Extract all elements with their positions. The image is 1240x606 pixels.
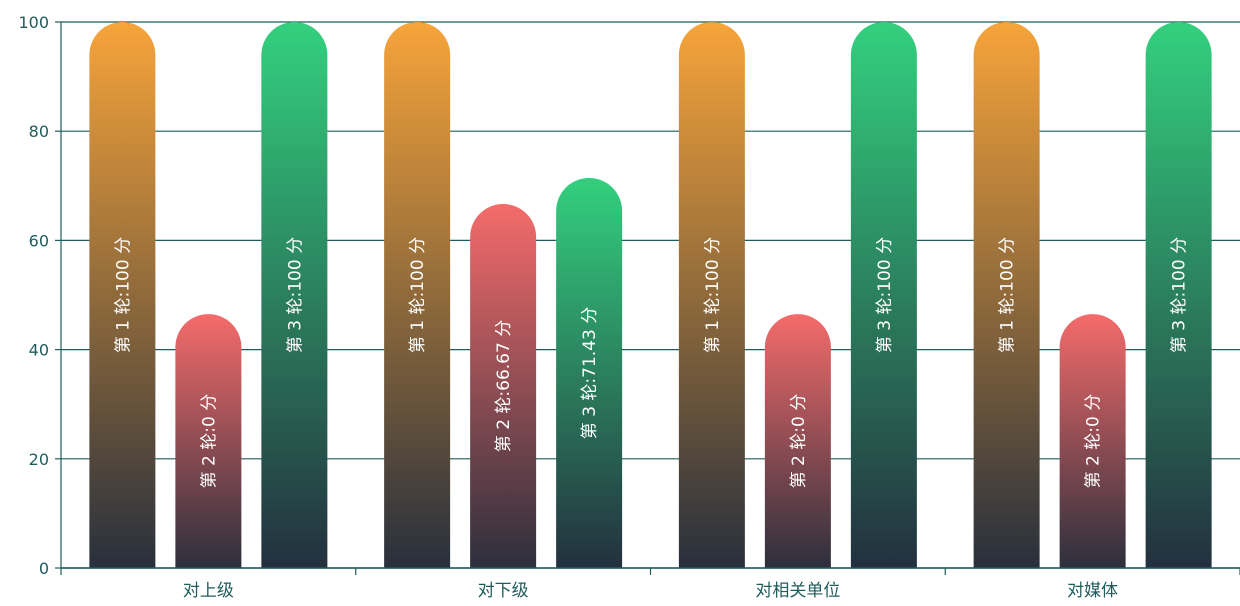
bars: 第 1 轮:100 分第 2 轮:0 分 第 3 轮:100 分 第 1 轮:100… [89, 22, 1212, 569]
bar-2-1 [175, 314, 242, 568]
bar-1-1 [89, 22, 156, 569]
y-tick-label: 20 [29, 450, 49, 469]
bar-data-label: 第 1 轮:100 分 [113, 237, 133, 353]
bar-1-2 [384, 22, 451, 569]
y-tick-label: 60 [29, 231, 49, 250]
y-tick-label: 80 [29, 122, 49, 141]
bar-data-label: 第 2 轮:0 分 [1084, 394, 1104, 489]
x-category-label: 对上级 [183, 581, 234, 601]
x-axis-categories: 对上级 对下级 对相关单位 对媒体 [183, 581, 1118, 601]
bar-3-3 [850, 22, 917, 569]
bar-data-label: 第 1 轮:100 分 [998, 237, 1018, 353]
bar-data-label: 第 2 轮:0 分 [789, 394, 809, 489]
bar-3-1 [261, 22, 328, 569]
y-tick-label: 40 [29, 341, 49, 360]
bar-2-2 [470, 204, 537, 568]
y-tick-label: 0 [39, 559, 49, 578]
bar-data-label: 第 3 轮:100 分 [1170, 237, 1190, 353]
bar-3-4 [1145, 22, 1212, 569]
bar-data-label: 第 2 轮:66.67 分 [494, 320, 514, 452]
bar-1-3 [678, 22, 745, 569]
x-axis [60, 22, 1240, 575]
bar-data-label: 第 3 轮:100 分 [875, 237, 895, 353]
bar-2-3 [764, 314, 831, 568]
bar-data-label: 第 3 轮:100 分 [285, 237, 305, 353]
y-tick-label: 100 [18, 13, 49, 32]
bar-data-label: 第 2 轮:0 分 [199, 394, 219, 489]
bar-2-4 [1059, 314, 1126, 568]
bar-data-label: 第 1 轮:100 分 [703, 237, 723, 353]
x-category-label: 对相关单位 [755, 581, 840, 601]
x-category-label: 对媒体 [1067, 581, 1118, 601]
y-axis-ticks: 0 20 40 60 80 100 [18, 13, 61, 578]
x-category-label: 对下级 [478, 581, 529, 601]
bar-3-2 [556, 177, 623, 568]
bar-data-label: 第 3 轮:71.43 分 [580, 307, 600, 439]
bar-data-label: 第 1 轮:100 分 [408, 237, 428, 353]
bar-1-4 [973, 22, 1040, 569]
